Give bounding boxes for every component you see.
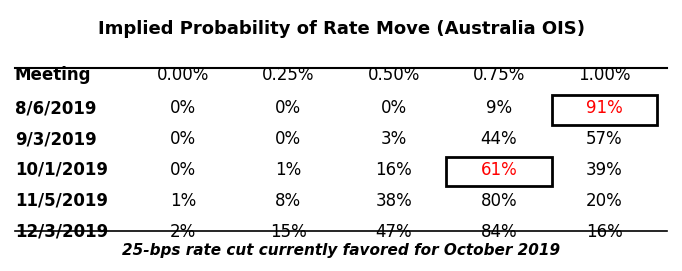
Text: 12/3/2019: 12/3/2019 xyxy=(15,223,108,241)
Text: 84%: 84% xyxy=(481,223,517,241)
Text: 0%: 0% xyxy=(170,130,196,148)
Text: 47%: 47% xyxy=(375,223,412,241)
Text: 0%: 0% xyxy=(276,130,301,148)
Text: 91%: 91% xyxy=(586,99,623,117)
Text: 44%: 44% xyxy=(481,130,517,148)
Text: 9%: 9% xyxy=(486,99,512,117)
Text: 2%: 2% xyxy=(170,223,196,241)
Text: 16%: 16% xyxy=(586,223,623,241)
Text: 0%: 0% xyxy=(170,161,196,179)
Bar xyxy=(552,95,657,125)
Text: 25-bps rate cut currently favored for October 2019: 25-bps rate cut currently favored for Oc… xyxy=(122,243,560,257)
Text: 20%: 20% xyxy=(586,192,623,210)
Bar xyxy=(446,157,552,186)
Text: Implied Probability of Rate Move (Australia OIS): Implied Probability of Rate Move (Austra… xyxy=(98,20,584,38)
Text: 15%: 15% xyxy=(270,223,307,241)
Text: 38%: 38% xyxy=(375,192,412,210)
Text: 16%: 16% xyxy=(375,161,412,179)
Text: 0.25%: 0.25% xyxy=(262,66,314,84)
Text: 1%: 1% xyxy=(170,192,196,210)
Text: 8/6/2019: 8/6/2019 xyxy=(15,99,96,117)
Text: 0.75%: 0.75% xyxy=(473,66,525,84)
Text: 0%: 0% xyxy=(276,99,301,117)
Text: Meeting: Meeting xyxy=(15,66,91,84)
Text: 0.00%: 0.00% xyxy=(157,66,209,84)
Text: 11/5/2019: 11/5/2019 xyxy=(15,192,108,210)
Text: 9/3/2019: 9/3/2019 xyxy=(15,130,97,148)
Text: 80%: 80% xyxy=(481,192,517,210)
Text: 61%: 61% xyxy=(481,161,517,179)
Text: 0%: 0% xyxy=(381,99,406,117)
Text: 10/1/2019: 10/1/2019 xyxy=(15,161,108,179)
Text: 57%: 57% xyxy=(586,130,623,148)
Text: 0.50%: 0.50% xyxy=(368,66,420,84)
Text: 3%: 3% xyxy=(381,130,406,148)
Text: 0%: 0% xyxy=(170,99,196,117)
Text: 39%: 39% xyxy=(586,161,623,179)
Text: 1%: 1% xyxy=(276,161,301,179)
Text: 8%: 8% xyxy=(276,192,301,210)
Text: 1.00%: 1.00% xyxy=(578,66,630,84)
